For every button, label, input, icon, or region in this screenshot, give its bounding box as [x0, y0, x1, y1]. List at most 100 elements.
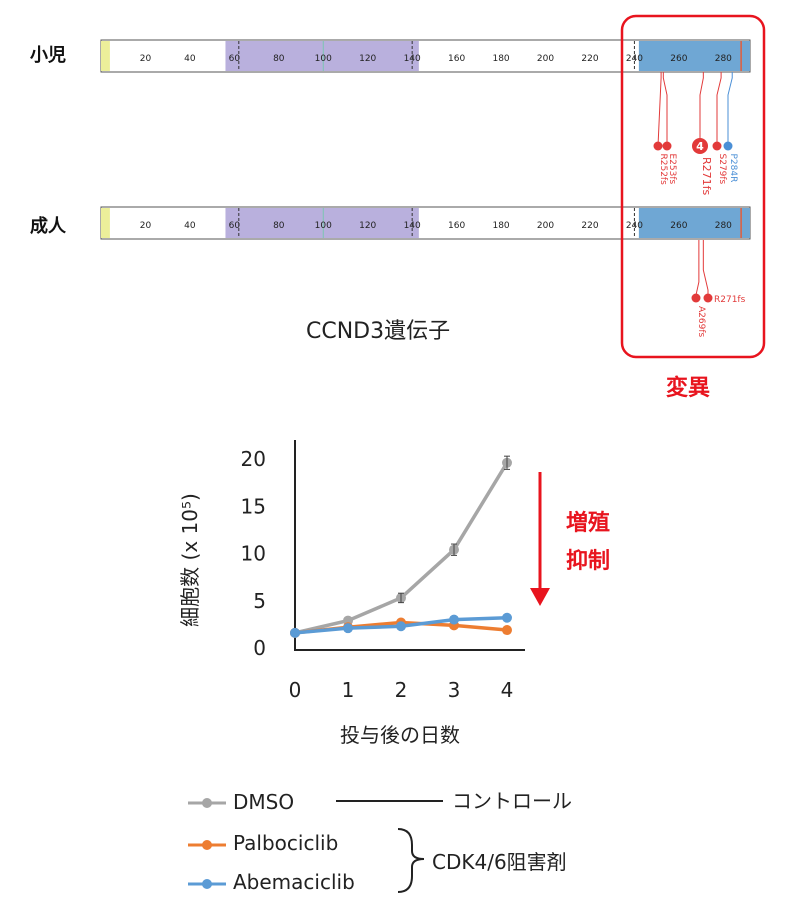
position-tick-label: 200: [537, 221, 554, 231]
mutation-marker: [662, 141, 672, 151]
gene-map: 20 40 60 80 100 120 140 160 180 200 220 240 260 280 2…: [100, 14, 766, 359]
position-tick-label: 160: [448, 221, 465, 231]
y-tick-label: 10: [241, 542, 266, 566]
data-point: [502, 625, 512, 636]
mutation-marker: [691, 293, 701, 303]
data-point: [396, 621, 406, 632]
mutation-label: S279fs: [717, 154, 727, 185]
legend-graphics: [188, 798, 443, 893]
mutation-stem: [716, 72, 722, 146]
series-abemaciclib: [290, 612, 512, 638]
growth-suppression-line-1: 増殖: [566, 511, 611, 536]
row-label-adult: 成人: [30, 216, 66, 237]
mutation-marker: [712, 141, 722, 151]
legend-inhibitor-label: CDK4/6阻害剤: [432, 850, 567, 874]
position-tick-label: 20: [140, 54, 152, 64]
mutation-marker: [723, 141, 733, 151]
y-axis-label: 細胞数 (x 10⁵): [178, 493, 202, 627]
position-tick-label: 80: [273, 54, 285, 64]
protein-domain: [225, 208, 419, 238]
x-tick-label: 4: [501, 678, 514, 702]
y-tick-label: 20: [241, 447, 266, 471]
position-tick-label: 260: [670, 54, 687, 64]
gene-track-child: 20 40 60 80 100 120 140 160 180 200 220 240 260 280: [100, 39, 751, 73]
gene-title: CCND3遺伝子: [306, 319, 451, 344]
position-tick-label: 240: [626, 54, 643, 64]
data-point: [502, 612, 512, 623]
position-tick-label: 20: [140, 221, 152, 231]
mutation-stem: [657, 72, 662, 147]
mutation-stem: [702, 240, 709, 298]
position-tick-label: 80: [273, 221, 285, 231]
position-tick-label: 40: [184, 221, 196, 231]
mutation-label: E253fs: [667, 154, 677, 185]
mutation-marker: [692, 138, 708, 154]
position-tick-label: 140: [404, 54, 421, 64]
series-dmso: [290, 455, 512, 638]
position-tick-label: 140: [404, 221, 421, 231]
position-tick-label: 220: [581, 54, 598, 64]
position-tick-label: 280: [715, 54, 732, 64]
position-tick-label: 220: [581, 221, 598, 231]
position-tick-label: 120: [359, 54, 376, 64]
x-tick-label: 0: [289, 678, 302, 702]
mutation-stem: [662, 72, 668, 146]
x-tick-label: 1: [342, 678, 355, 702]
position-tick-label: 40: [184, 54, 196, 64]
protein-domain: [101, 41, 110, 71]
protein-domain: [638, 41, 750, 71]
y-tick-label: 0: [253, 636, 266, 660]
mutation-label: P284R: [728, 154, 738, 183]
position-tick-label: 180: [492, 54, 509, 64]
position-tick-label: 60: [229, 54, 241, 64]
cell-count-chart: 0 5 10 15 20 0 1 2 3 4 細胞数 (x 10⁵) 投与後の日数: [178, 440, 550, 747]
legend-control-label: コントロール: [452, 789, 572, 813]
mutation-stem: [727, 72, 733, 146]
position-tick-label: 200: [537, 54, 554, 64]
legend-marker-palbociclib: [202, 840, 212, 850]
position-tick-label: 100: [315, 54, 332, 64]
legend-label-abemaciclib: Abemaciclib: [233, 870, 355, 894]
position-tick-label: 180: [492, 221, 509, 231]
gene-track-adult: 20 40 60 80 100 120 140 160 180 200 220 240 260 280: [100, 206, 751, 240]
mutation-label: R252fs: [658, 154, 668, 186]
mutation-highlight-label: 変異: [666, 376, 711, 401]
position-tick-label: 280: [715, 221, 732, 231]
position-tick-label: 260: [670, 221, 687, 231]
position-tick-label: 100: [315, 221, 332, 231]
growth-suppression-line-2: 抑制: [566, 549, 611, 574]
x-axis-label: 投与後の日数: [340, 723, 460, 747]
data-point: [449, 614, 459, 625]
legend-marker-abemaciclib: [202, 879, 212, 889]
legend-label-dmso: DMSO: [233, 790, 295, 814]
mutation-label: A269fs: [696, 306, 706, 338]
growth-suppression-label: 増殖 抑制: [566, 505, 636, 581]
mutation-marker: [703, 293, 713, 303]
protein-domain: [225, 41, 419, 71]
data-point: [290, 627, 300, 638]
inhibitor-brace: [397, 828, 425, 893]
mutation-label: R271fs: [714, 295, 746, 305]
y-tick-label: 5: [253, 589, 266, 613]
mutation-highlight-box: [620, 14, 766, 359]
mutation-stem: [695, 240, 700, 298]
row-label-child: 小児: [30, 45, 66, 66]
mutation-markers: R252fs E253fs 4 R271fs S279fs P284R A269fs R271…: [653, 72, 746, 338]
mutation-label: R271fs: [700, 157, 713, 196]
legend-marker-dmso: [202, 798, 212, 808]
x-tick-label: 3: [448, 678, 461, 702]
protein-domain: [638, 208, 750, 238]
legend-label-palbociclib: Palbociclib: [233, 831, 339, 855]
data-point: [343, 623, 353, 634]
protein-domain: [101, 208, 110, 238]
mutation-marker: [653, 141, 663, 151]
chart-axes: 0 5 10 15 20 0 1 2 3 4: [241, 440, 525, 702]
x-tick-label: 2: [395, 678, 408, 702]
chart-series: [290, 455, 512, 638]
y-tick-label: 15: [241, 494, 266, 518]
position-tick-label: 160: [448, 54, 465, 64]
suppression-arrow-head: [530, 588, 550, 606]
position-tick-label: 240: [626, 221, 643, 231]
position-tick-label: 120: [359, 221, 376, 231]
position-tick-label: 60: [229, 221, 241, 231]
